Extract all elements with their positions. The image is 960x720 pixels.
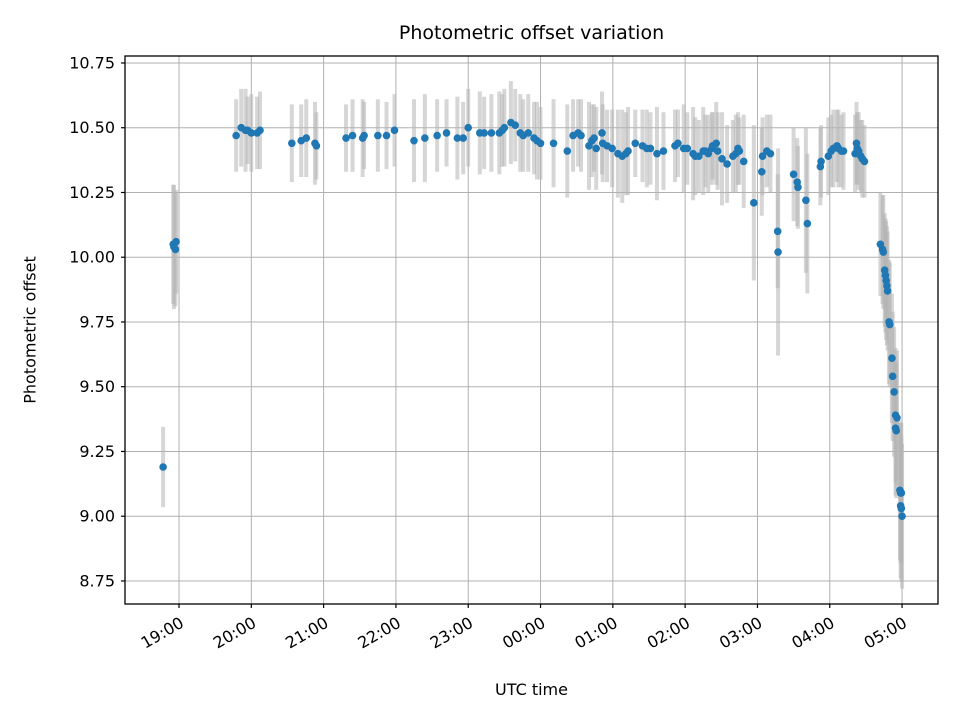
data-point — [159, 463, 167, 471]
data-point — [766, 149, 775, 158]
chart-title: Photometric offset variation — [398, 22, 665, 44]
data-point — [624, 147, 632, 155]
data-point — [256, 126, 264, 135]
data-point — [879, 248, 888, 256]
data-point — [536, 139, 545, 148]
x-tick-label: 01:00 — [571, 613, 620, 653]
axes-spines — [124, 55, 939, 605]
x-tick-label: 19:00 — [138, 613, 187, 653]
data-point — [232, 131, 240, 140]
x-tick-label: 21:00 — [282, 613, 331, 653]
data-point — [653, 149, 661, 158]
data-point — [500, 123, 509, 132]
data-point — [723, 160, 731, 168]
data-point — [577, 131, 585, 140]
data-point — [592, 144, 601, 153]
data-point — [739, 157, 748, 166]
y-tick-label: 10.00 — [69, 248, 115, 267]
x-tick-label: 03:00 — [716, 613, 765, 653]
y-tick-label: 9.75 — [79, 312, 115, 331]
data-point — [511, 121, 520, 129]
data-point — [247, 129, 256, 137]
y-axis-label: Photometric offset — [20, 256, 40, 404]
x-tick-label: 22:00 — [354, 613, 403, 653]
data-point — [897, 504, 906, 513]
y-tick-label: 9.25 — [79, 442, 115, 461]
x-tick-label: 02:00 — [644, 613, 693, 653]
data-point — [883, 287, 892, 295]
y-tick-label: 9.00 — [79, 507, 115, 526]
data-point — [758, 152, 767, 161]
data-point — [888, 354, 896, 363]
data-point — [794, 183, 802, 192]
data-point — [524, 129, 533, 137]
data-point — [382, 131, 391, 140]
data-point — [892, 426, 901, 435]
data-point — [773, 227, 782, 236]
data-point — [860, 157, 869, 166]
data-point — [718, 155, 726, 163]
data-point — [453, 134, 462, 142]
data-point — [608, 144, 616, 153]
data-point — [893, 413, 901, 422]
data-point — [659, 147, 668, 155]
data-point — [390, 126, 399, 135]
data-point — [817, 157, 825, 166]
data-point — [421, 134, 429, 142]
data-point — [695, 152, 703, 161]
data-point — [683, 144, 692, 153]
data-point — [360, 131, 368, 140]
data-point — [888, 372, 897, 381]
y-tick-label: 10.75 — [69, 53, 115, 72]
data-point — [774, 248, 782, 256]
data-point — [598, 129, 606, 137]
data-point — [342, 134, 350, 142]
data-point — [549, 139, 558, 148]
data-point — [890, 388, 898, 396]
x-tick-label: 20:00 — [210, 613, 259, 653]
data-point — [442, 129, 451, 137]
y-tick-label: 8.75 — [79, 571, 115, 590]
data-point — [487, 129, 496, 137]
x-tick-label: 00:00 — [499, 613, 548, 653]
data-point — [172, 237, 180, 246]
x-axis-label: UTC time — [495, 680, 568, 699]
data-point — [302, 134, 311, 142]
data-point — [374, 131, 382, 140]
data-point — [480, 129, 488, 137]
data-point — [590, 134, 598, 142]
data-point — [631, 139, 640, 148]
data-point — [735, 147, 744, 155]
y-tick-label: 10.50 — [69, 118, 115, 137]
data-point — [803, 219, 812, 228]
data-point — [563, 147, 572, 155]
y-tick-label: 10.25 — [69, 183, 115, 202]
y-tick-label: 9.50 — [79, 377, 115, 396]
data-point — [288, 139, 296, 148]
data-point — [750, 199, 758, 207]
data-point — [459, 134, 467, 142]
data-point — [713, 147, 722, 155]
data-point — [646, 144, 655, 153]
x-tick-label: 23:00 — [427, 613, 476, 653]
data-point — [898, 512, 906, 521]
data-point — [348, 131, 357, 140]
x-tick-label: 04:00 — [788, 613, 837, 653]
data-point — [802, 196, 810, 205]
data-point — [897, 489, 906, 497]
data-point — [789, 170, 798, 179]
data-point — [839, 147, 848, 155]
data-point — [712, 139, 721, 148]
data-point — [464, 123, 473, 132]
data-point — [674, 139, 682, 148]
data-point — [757, 167, 766, 176]
data-point — [410, 136, 418, 145]
x-tick-label: 05:00 — [861, 613, 910, 653]
data-point — [171, 245, 180, 254]
data-point — [433, 131, 441, 140]
data-point — [885, 320, 894, 329]
data-point — [312, 142, 321, 150]
